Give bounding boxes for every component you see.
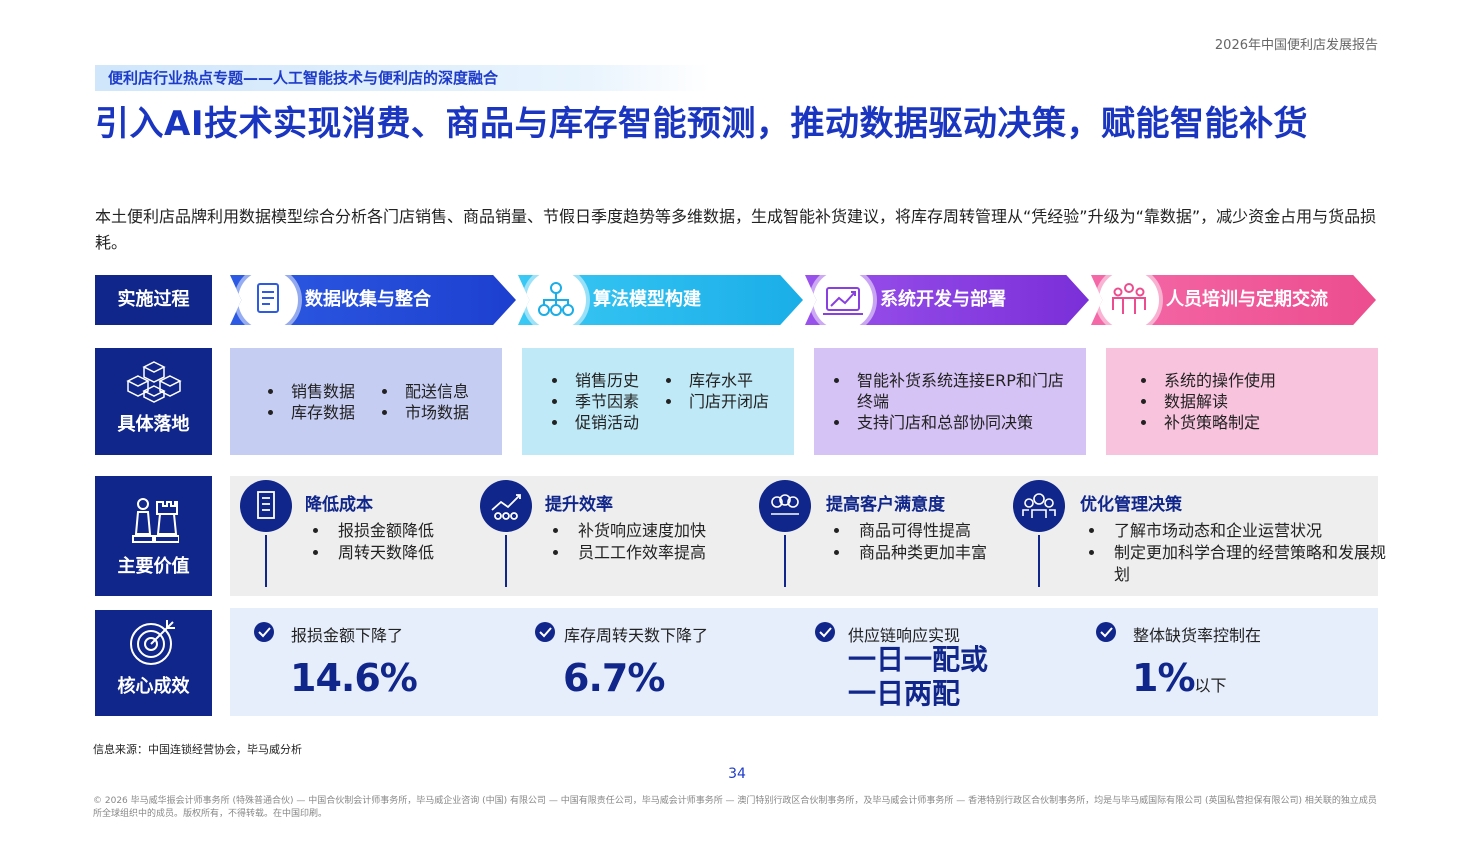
- process-step: 人员培训与定期交流: [1091, 275, 1376, 325]
- result-text: 整体缺货率控制在: [1133, 626, 1262, 645]
- icon: [126, 361, 182, 403]
- value-icon: [1013, 480, 1065, 532]
- detail-item: 库存数据: [285, 402, 355, 423]
- page-number: 34: [728, 766, 746, 782]
- source: 信息来源：中国连锁经营协会，毕马威分析: [93, 743, 302, 756]
- results-background: [230, 608, 1378, 716]
- title: 引入AI技术实现消费、商品与库存智能预测，推动数据驱动决策，赋能智能补货: [95, 104, 1308, 144]
- detail-item: 季节因素: [569, 391, 639, 412]
- detail-list: 配送信息市场数据: [377, 381, 469, 423]
- detail-item: 市场数据: [399, 402, 469, 423]
- result-text: 库存周转天数下降了: [564, 626, 709, 645]
- detail-box: 销售数据库存数据 配送信息市场数据: [230, 348, 502, 455]
- value-points: 了解市场动态和企业运营状况制定更加科学合理的经营策略和发展规划: [1084, 520, 1396, 586]
- value-point: 补货响应速度加快: [570, 520, 706, 542]
- value-points: 商品可得性提高商品种类更加丰富: [829, 520, 987, 564]
- detail-item: 配送信息: [399, 381, 469, 402]
- check-icon: [815, 622, 835, 642]
- detail-list: 销售数据库存数据: [263, 381, 355, 423]
- row-label: 主要价值: [95, 476, 212, 596]
- detail-item: 促销活动: [569, 412, 639, 433]
- detail-item: 支持门店和总部协同决策: [851, 412, 1071, 433]
- value-point: 了解市场动态和企业运营状况: [1106, 520, 1396, 542]
- detail-list: 库存水平门店开闭店: [661, 370, 769, 412]
- detail-item: 库存水平: [683, 370, 769, 391]
- step-icon: [1099, 275, 1159, 325]
- result-figure: 14.6%: [290, 656, 418, 700]
- step-icon: [526, 275, 586, 325]
- copyright: © 2026 毕马威华振会计师事务所 (特殊普通合伙) — 中国合伙制会计师事务…: [93, 796, 1377, 819]
- detail-box: 智能补货系统连接ERP和门店终端支持门店和总部协同决策: [814, 348, 1086, 455]
- value-line: [505, 535, 507, 587]
- row-label-text: 主要价值: [117, 556, 190, 577]
- check-icon: [1096, 622, 1116, 642]
- value-icon: [480, 480, 532, 532]
- value-point: 商品种类更加丰富: [851, 542, 987, 564]
- row-label: 核心成效: [95, 610, 212, 716]
- result-figure: 一日一配或一日两配: [848, 643, 989, 710]
- value-point: 报损金额降低: [330, 520, 434, 542]
- step-text: 人员培训与定期交流: [1166, 289, 1328, 310]
- result-suffix: 以下: [1194, 676, 1227, 695]
- result-figure: 6.7%: [563, 656, 665, 700]
- topic: 便利店行业热点专题——人工智能技术与便利店的深度融合: [95, 65, 710, 91]
- detail-list: 智能补货系统连接ERP和门店终端支持门店和总部协同决策: [829, 370, 1071, 433]
- step-text: 系统开发与部署: [880, 289, 1006, 310]
- detail-item: 销售历史: [569, 370, 639, 391]
- value-line: [1038, 535, 1040, 587]
- intro: 本土便利店品牌利用数据模型综合分析各门店销售、商品销量、节假日季度趋势等多维数据…: [95, 207, 1377, 252]
- value-title: 提高客户满意度: [826, 495, 945, 515]
- step-icon: [238, 275, 298, 325]
- detail-item: 智能补货系统连接ERP和门店终端: [851, 370, 1071, 412]
- value-icon: [759, 480, 811, 532]
- step-text: 算法模型构建: [593, 289, 701, 310]
- result-figure: 1%: [1132, 656, 1196, 700]
- result-text: 供应链响应实现: [848, 626, 961, 645]
- report-name: 2026年中国便利店发展报告: [1214, 38, 1378, 53]
- value-point: 商品可得性提高: [851, 520, 987, 542]
- detail-box: 系统的操作使用数据解读补货策略制定: [1106, 348, 1378, 455]
- detail-box: 销售历史季节因素促销活动 库存水平门店开闭店: [522, 348, 794, 455]
- result-text: 报损金额下降了: [291, 626, 404, 645]
- row-label-text: 具体落地: [117, 414, 190, 435]
- detail-item: 销售数据: [285, 381, 355, 402]
- icon: [132, 498, 179, 543]
- row-label-text: 核心成效: [117, 676, 190, 697]
- check-icon: [254, 622, 274, 642]
- value-point: 周转天数降低: [330, 542, 434, 564]
- value-line: [265, 535, 267, 587]
- value-points: 补货响应速度加快员工工作效率提高: [548, 520, 706, 564]
- value-line: [784, 535, 786, 587]
- value-title: 优化管理决策: [1080, 495, 1182, 515]
- value-point: 员工工作效率提高: [570, 542, 706, 564]
- value-icon: [240, 480, 292, 532]
- icon: [130, 620, 175, 665]
- detail-item: 门店开闭店: [683, 391, 769, 412]
- process-step: 系统开发与部署: [805, 275, 1089, 325]
- value-title: 提升效率: [545, 495, 613, 515]
- detail-item: 系统的操作使用: [1158, 370, 1348, 391]
- check-icon: [535, 622, 555, 642]
- detail-list: 销售历史季节因素促销活动: [547, 370, 639, 433]
- row-label: 具体落地: [95, 348, 212, 455]
- process-step: 数据收集与整合: [230, 275, 516, 325]
- row-label: 实施过程: [95, 275, 212, 325]
- detail-list: 系统的操作使用数据解读补货策略制定: [1136, 370, 1348, 433]
- value-point: 制定更加科学合理的经营策略和发展规划: [1106, 542, 1396, 586]
- value-title: 降低成本: [305, 495, 373, 515]
- result-figure-group: 1%以下: [1132, 656, 1227, 700]
- process-step: 算法模型构建: [518, 275, 803, 325]
- step-text: 数据收集与整合: [305, 289, 431, 310]
- detail-item: 补货策略制定: [1158, 412, 1348, 433]
- detail-item: 数据解读: [1158, 391, 1348, 412]
- value-points: 报损金额降低周转天数降低: [308, 520, 434, 564]
- step-icon: [813, 275, 873, 325]
